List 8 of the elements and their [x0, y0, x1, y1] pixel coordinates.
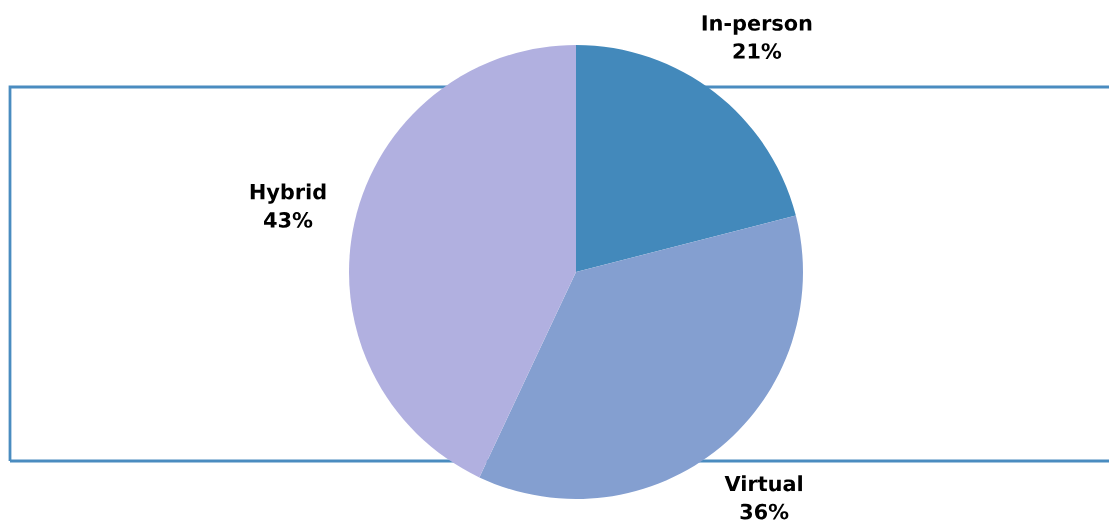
data-label: 36%: [740, 503, 789, 520]
slice-label: Hybrid: [250, 183, 326, 204]
pie-slice: [349, 45, 576, 478]
data-label: 43%: [264, 212, 313, 228]
slice-label: In-person: [702, 15, 812, 35]
data-label: 21%: [733, 43, 782, 59]
slice-label: Virtual: [724, 475, 802, 492]
pie-slice: [479, 215, 803, 499]
